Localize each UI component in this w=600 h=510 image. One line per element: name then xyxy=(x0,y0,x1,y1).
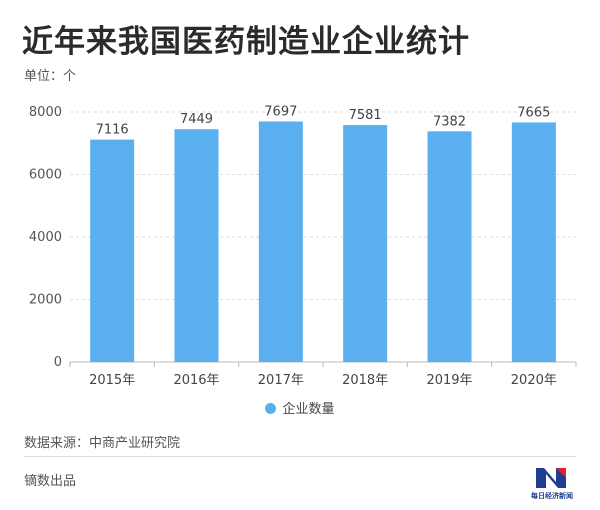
x-tick-label: 2018年 xyxy=(342,373,388,388)
bar xyxy=(258,121,303,362)
data-label: 7449 xyxy=(180,112,213,127)
x-tick-label: 2019年 xyxy=(426,373,472,388)
y-tick-label: 4000 xyxy=(29,230,62,245)
data-label: 7382 xyxy=(433,114,466,129)
legend-swatch xyxy=(265,403,277,414)
data-source: 数据来源：中商产业研究院 xyxy=(24,436,181,451)
y-tick-label: 2000 xyxy=(29,293,62,308)
credit-text: 镝数出品 xyxy=(24,474,77,489)
data-label: 7581 xyxy=(349,108,382,123)
x-tick-label: 2020年 xyxy=(511,373,557,388)
bar xyxy=(511,122,556,362)
x-tick-label: 2016年 xyxy=(173,373,219,388)
legend-label: 企业数量 xyxy=(282,402,335,417)
x-tick-label: 2015年 xyxy=(89,373,135,388)
bar xyxy=(90,139,135,362)
data-label: 7697 xyxy=(264,104,297,119)
bar-chart: 0 2000 4000 6000 8000 7116 2015年 7449 2016年 7697 2… xyxy=(29,104,577,388)
x-tick-label: 2017年 xyxy=(258,373,304,388)
legend: 企业数量 xyxy=(0,398,600,417)
bar xyxy=(427,131,472,362)
chart-title: 近年来我国医药制造业企业统计 xyxy=(22,24,470,60)
bar xyxy=(174,129,219,362)
bar xyxy=(343,125,388,362)
divider xyxy=(24,456,576,457)
unit-label: 单位：个 xyxy=(24,69,77,84)
data-label: 7665 xyxy=(517,105,550,120)
logo-text: 每日经济新闻 xyxy=(531,492,573,500)
data-label: 7116 xyxy=(96,123,129,138)
nbd-logo-icon xyxy=(534,466,568,490)
y-tick-label: 6000 xyxy=(29,168,62,183)
y-tick-label: 8000 xyxy=(29,105,62,120)
y-tick-label: 0 xyxy=(54,355,62,370)
